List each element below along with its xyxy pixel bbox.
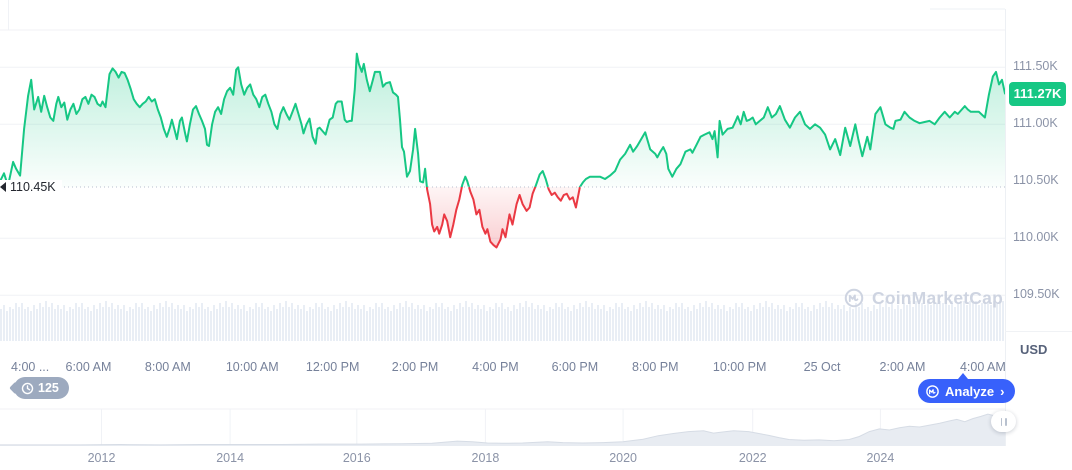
minimap-year-label: 2014 bbox=[216, 451, 245, 465]
baseline-price-label: 110.45K bbox=[0, 180, 62, 194]
time-axis-tick: 6:00 PM bbox=[551, 360, 599, 374]
minimap-year-label: 2012 bbox=[87, 451, 116, 465]
price-axis-tick: 111.50K bbox=[1013, 59, 1058, 74]
price-line-red bbox=[425, 187, 582, 249]
price-axis-tick: 110.50K bbox=[1013, 173, 1059, 188]
price-area-red bbox=[0, 187, 1005, 248]
time-axis-tick: 8:00 AM bbox=[144, 360, 191, 374]
currency-toggle[interactable]: USD bbox=[1020, 342, 1048, 357]
time-axis-tick: 6:00 AM bbox=[65, 360, 112, 374]
axis-separator-line bbox=[1005, 9, 1006, 446]
time-axis-tick: 4:00 PM bbox=[472, 360, 519, 374]
chevron-right-icon: › bbox=[1000, 383, 1005, 399]
minimap-year-label: 2018 bbox=[471, 451, 500, 465]
grip-bar-icon bbox=[1005, 417, 1007, 426]
analyze-button-label: Analyze bbox=[945, 383, 995, 399]
minimap-year-label: 2020 bbox=[609, 451, 637, 465]
watermark-text: CoinMarketCap bbox=[872, 287, 1003, 308]
history-count-text: 125 bbox=[38, 381, 59, 395]
minimap[interactable] bbox=[0, 408, 1005, 446]
coinmarketcap-logo-icon bbox=[843, 287, 865, 309]
current-price-badge: 111.27K bbox=[1009, 81, 1066, 106]
minimap-area bbox=[0, 412, 1005, 446]
time-axis-tick: 4:00 ... bbox=[11, 360, 50, 374]
price-chart-canvas[interactable] bbox=[0, 0, 1005, 446]
price-axis-tick: 111.00K bbox=[1013, 116, 1058, 131]
analyze-button[interactable]: Analyze › bbox=[918, 373, 1016, 403]
minimap-drag-handle[interactable] bbox=[991, 411, 1016, 432]
time-axis-tick: 12:00 PM bbox=[305, 360, 360, 374]
time-axis-tick: 10:00 PM bbox=[712, 360, 767, 374]
price-axis-tick: 109.50K bbox=[1013, 287, 1060, 302]
minimap-year-label: 2022 bbox=[738, 451, 767, 465]
time-axis-tick: 2:00 AM bbox=[879, 360, 926, 374]
price-axis-tick: 110.00K bbox=[1013, 230, 1059, 245]
minimap-year-label: 2024 bbox=[866, 451, 895, 465]
time-axis-tick: 2:00 PM bbox=[391, 360, 439, 374]
minimap-year-label: 2016 bbox=[342, 451, 371, 465]
time-axis-tick: 4:00 AM bbox=[959, 360, 1006, 374]
history-clock-icon bbox=[21, 382, 34, 395]
time-axis-tick: 10:00 AM bbox=[225, 360, 279, 374]
history-count-badge[interactable]: 125 bbox=[14, 377, 69, 399]
grip-bar-icon bbox=[1000, 417, 1002, 426]
baseline-marker-icon bbox=[0, 182, 6, 192]
time-axis-tick: 25 Oct bbox=[803, 360, 841, 374]
axis-divider bbox=[1005, 331, 1072, 332]
time-axis-tick: 8:00 PM bbox=[631, 360, 679, 374]
price-line-green bbox=[0, 52, 1005, 187]
frame-left-stub bbox=[8, 0, 9, 30]
coinmarketcap-logo-icon bbox=[925, 384, 940, 399]
coinmarketcap-watermark: CoinMarketCap bbox=[843, 287, 1003, 309]
gridlines bbox=[0, 8, 1005, 296]
price-area-green bbox=[0, 53, 1005, 187]
volume-bars bbox=[0, 301, 1004, 341]
baseline-price-text: 110.45K bbox=[10, 180, 56, 194]
